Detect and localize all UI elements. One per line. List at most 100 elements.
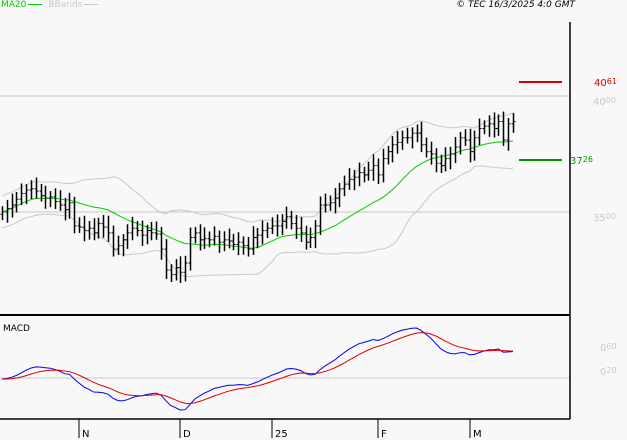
price-tick-label-dec: 00 xyxy=(606,212,616,221)
ohlc-bar xyxy=(501,111,506,146)
ohlc-bar xyxy=(434,148,439,173)
ohlc-bar xyxy=(140,220,145,246)
ohlc-bar xyxy=(390,136,395,163)
bollinger-upper-band xyxy=(1,112,514,223)
ohlc-bar xyxy=(10,193,15,218)
x-tick-label: 25 xyxy=(275,429,288,440)
ohlc-bar xyxy=(198,224,203,251)
ohlc-bar xyxy=(217,230,222,253)
ohlc-bar xyxy=(284,206,289,229)
ohlc-bar xyxy=(125,224,130,249)
ohlc-bar xyxy=(400,130,405,150)
ohlc-bar xyxy=(395,131,400,154)
ohlc-bar xyxy=(492,112,497,138)
ohlc-bar xyxy=(174,259,179,281)
ohlc-bar xyxy=(58,190,63,211)
ohlc-bar xyxy=(67,192,72,219)
ohlc-bar xyxy=(419,121,424,153)
ohlc-bar xyxy=(313,220,318,249)
ohlc-bar xyxy=(342,175,347,197)
ohlc-bar xyxy=(96,217,101,239)
ohlc-bar xyxy=(371,154,376,181)
ohlc-bar xyxy=(362,166,367,183)
ohlc-bar xyxy=(294,215,299,239)
ohlc-bar xyxy=(63,197,68,221)
ohlc-bar xyxy=(366,161,371,181)
legend-bbands: BBands xyxy=(48,0,83,10)
macd-signal-line xyxy=(1,332,513,405)
x-tick-label: D xyxy=(183,429,191,440)
ohlc-bar xyxy=(357,162,362,187)
ohlc-bar xyxy=(323,193,328,213)
ohlc-bar xyxy=(202,227,207,249)
price-tick-label: 4000 xyxy=(593,96,616,108)
x-tick-label: F xyxy=(381,429,387,440)
ohlc-bar xyxy=(299,216,304,242)
ohlc-bar xyxy=(5,199,10,223)
ohlc-bar xyxy=(255,228,260,249)
ohlc-bar xyxy=(43,185,48,209)
ohlc-bar xyxy=(318,196,323,235)
ohlc-bar xyxy=(443,147,448,172)
ohlc-bar xyxy=(135,221,140,237)
ohlc-bar xyxy=(410,127,415,149)
ohlc-bar xyxy=(92,218,97,241)
ohlc-bar xyxy=(304,225,309,250)
ohlc-bar xyxy=(169,264,174,283)
ohlc-bar xyxy=(222,231,227,252)
ohlc-bar xyxy=(424,137,429,158)
ohlc-bar xyxy=(472,130,477,161)
macd-tick-label-dec: 20 xyxy=(606,366,616,375)
ohlc-bar xyxy=(178,256,183,283)
ohlc-bar xyxy=(463,129,468,146)
ohlc-bar xyxy=(106,215,111,242)
ohlc-bar xyxy=(308,227,313,248)
legend-ma20: MA20 xyxy=(1,0,27,10)
level-label-green-dec: 26 xyxy=(583,155,593,164)
macd-tick-label-dec: 60 xyxy=(606,342,616,351)
ohlc-bar xyxy=(260,220,265,245)
ohlc-bar xyxy=(386,145,391,165)
ohlc-bar xyxy=(159,226,164,260)
price-tick-label-dec: 00 xyxy=(606,96,616,105)
ohlc-bar xyxy=(328,195,333,211)
ohlc-bar xyxy=(352,170,357,191)
level-label-red-dec: 61 xyxy=(607,77,617,86)
ohlc-bar xyxy=(34,177,39,199)
ohlc-bar xyxy=(289,210,294,230)
ohlc-bar xyxy=(87,221,92,240)
ohlc-bar xyxy=(82,215,87,242)
ohlc-bar xyxy=(39,183,44,202)
ohlc-bar xyxy=(207,231,212,248)
ohlc-bar xyxy=(477,118,482,146)
level-label-red: 4061 xyxy=(594,77,617,89)
x-tick-label: N xyxy=(82,429,89,440)
ohlc-bar xyxy=(116,235,121,255)
ohlc-bar xyxy=(231,233,236,251)
ohlc-bar xyxy=(265,222,270,238)
ohlc-bar xyxy=(164,239,169,280)
ohlc-bar xyxy=(121,234,126,257)
ohlc-bar xyxy=(14,192,19,213)
ohlc-bar xyxy=(101,215,106,238)
ohlc-bar xyxy=(337,183,342,208)
ohlc-bar xyxy=(468,128,473,163)
ohlc-bar xyxy=(376,158,381,184)
ohlc-bar xyxy=(506,118,511,151)
ohlc-bar xyxy=(227,228,232,249)
ohlc-bar xyxy=(270,217,275,235)
ohlc-bar xyxy=(154,221,159,240)
legend-bbands-swatch xyxy=(84,4,99,5)
chart-legend: MA20 BBands xyxy=(1,0,99,10)
ohlc-bar xyxy=(280,214,285,235)
ohlc-bar xyxy=(53,188,58,209)
ohlc-bar xyxy=(188,227,193,271)
ohlc-bar xyxy=(458,131,463,155)
ohlc-bar xyxy=(333,188,338,214)
ohlc-bar xyxy=(482,120,487,135)
price-tick-label: 3500 xyxy=(593,212,616,224)
ohlc-bar xyxy=(19,183,24,206)
ohlc-bar xyxy=(130,216,135,241)
level-label-green: 3726 xyxy=(570,155,593,167)
ohlc-bar xyxy=(453,137,458,164)
